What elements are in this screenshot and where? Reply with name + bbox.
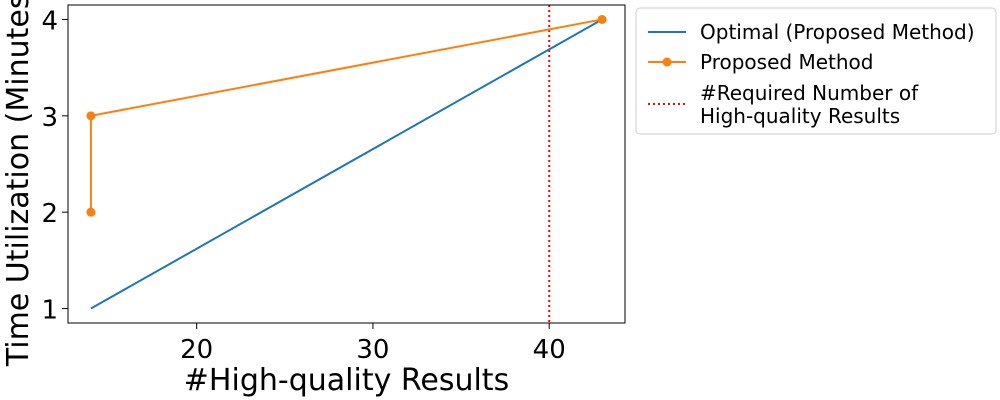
plot-area (86, 5, 607, 323)
x-tick-label: 30 (356, 335, 389, 365)
legend-label-proposed: Proposed Method (700, 50, 873, 74)
x-tick-label: 40 (533, 335, 566, 365)
legend-marker-proposed (662, 57, 672, 67)
legend-label-optimal: Optimal (Proposed Method) (700, 20, 975, 44)
y-tick-label: 1 (41, 296, 58, 326)
series-line-1 (89, 18, 603, 213)
legend: Optimal (Proposed Method) Proposed Metho… (635, 7, 997, 135)
y-tick-label: 4 (41, 6, 58, 36)
x-axis-label: #High-quality Results (184, 363, 509, 398)
legend-box (635, 7, 997, 135)
series-line-0 (90, 18, 603, 310)
data-point (86, 111, 96, 121)
x-tick-label: 20 (180, 335, 213, 365)
data-point (86, 207, 96, 217)
plot-frame (67, 4, 626, 324)
y-axis-label: Time Utilization (Minutes) (1, 0, 36, 367)
legend-label-required-line1: #Required Number of (700, 81, 919, 105)
data-point (597, 14, 607, 24)
y-tick-label: 2 (41, 199, 58, 229)
axis-ticks: 20 30 40 1 2 3 4 (41, 6, 565, 365)
y-tick-label: 3 (41, 103, 58, 133)
legend-label-required-line2: High-quality Results (700, 104, 900, 128)
